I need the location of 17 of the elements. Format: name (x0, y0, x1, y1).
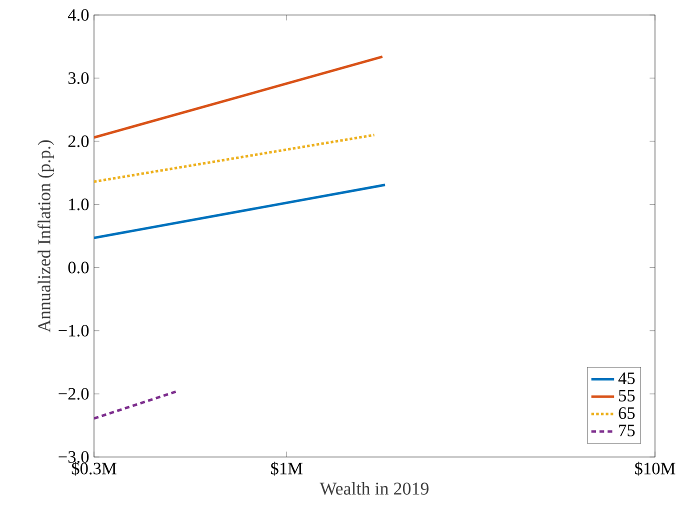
x-tick-label: $1M (271, 462, 302, 476)
y-tick-label: 0.0 (68, 262, 89, 274)
legend-label: 55 (619, 390, 635, 402)
x-tick-label: $0.3M (72, 462, 116, 476)
y-tick-label: 2.0 (68, 135, 89, 148)
y-axis-title: Annualized Inflation (p.p.) (38, 140, 54, 332)
y-tick-label: 1.0 (69, 198, 89, 210)
x-tick-label: $10M (635, 462, 676, 476)
legend-label: 65 (618, 407, 635, 419)
x-axis-title: Wealth in 2019 (320, 482, 429, 495)
y-tick-label: −2.0 (58, 388, 89, 400)
y-tick-label: −3.0 (58, 451, 89, 463)
y-tick-label: 4.0 (68, 9, 89, 21)
y-tick-label: −1.0 (58, 324, 89, 337)
y-tick-label: 3.0 (68, 72, 89, 84)
legend-label: 45 (618, 372, 635, 384)
legend-label: 75 (619, 424, 635, 436)
